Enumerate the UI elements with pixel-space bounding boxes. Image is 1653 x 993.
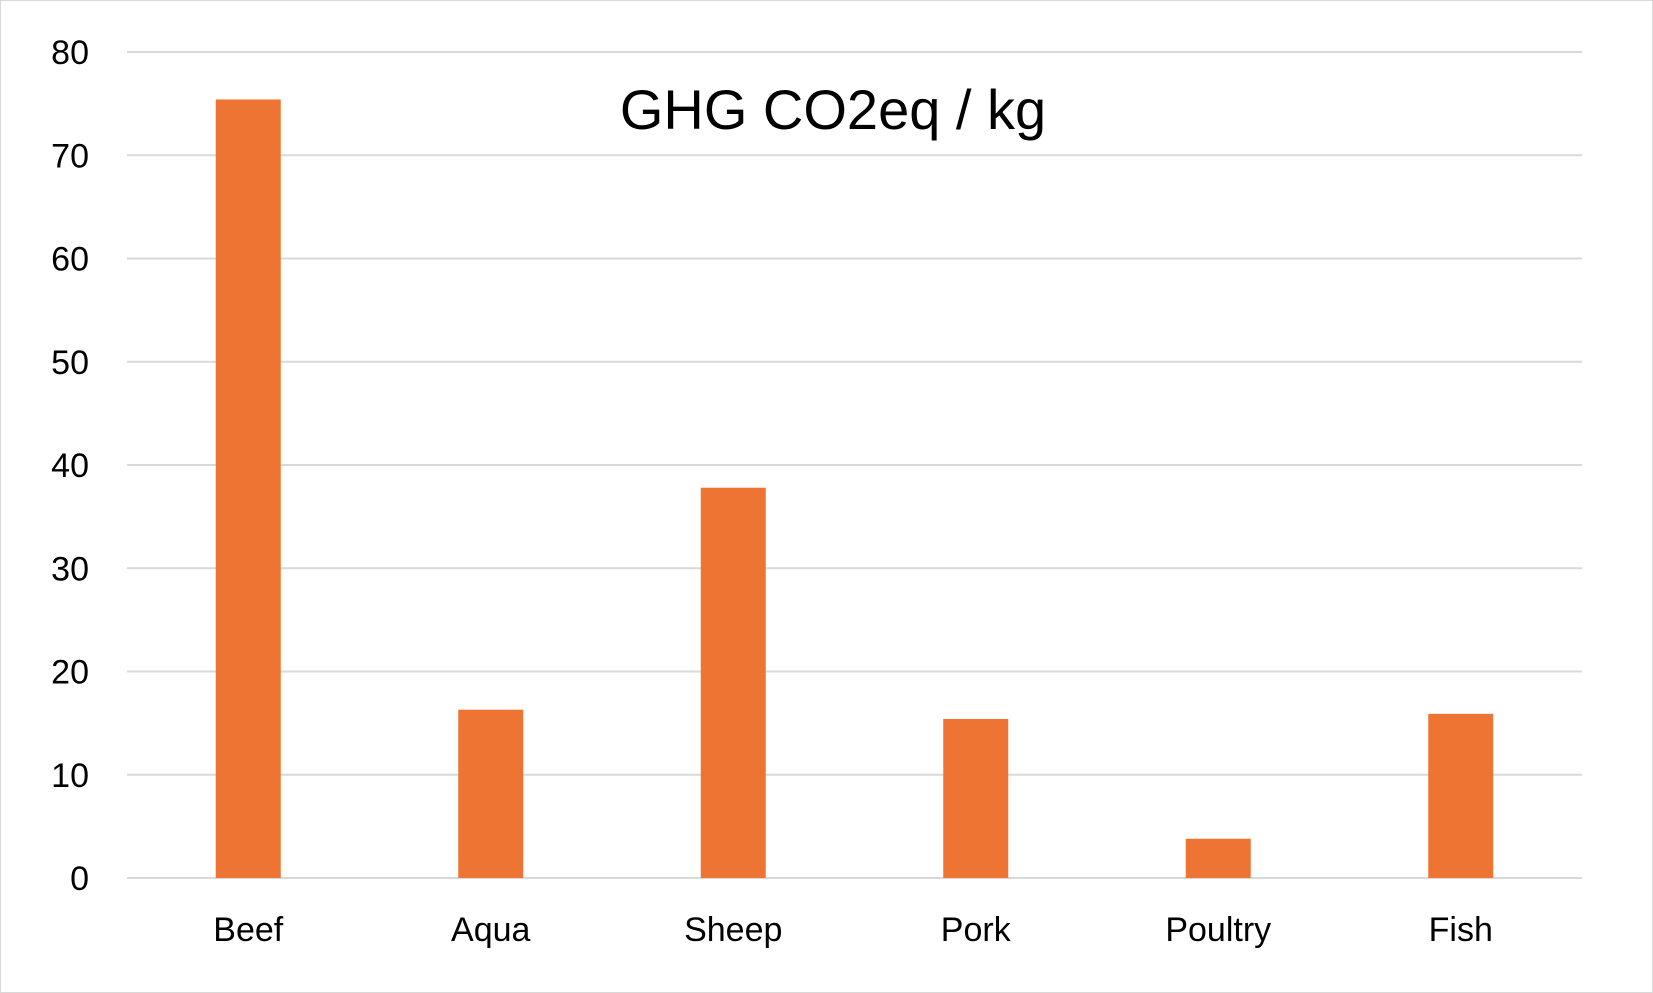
bars bbox=[215, 99, 1494, 879]
x-axis-ticks: Beef Aqua Sheep Pork Poultry Fish bbox=[213, 911, 1493, 949]
y-tick-label: 0 bbox=[70, 860, 89, 898]
x-tick-label-sheep: Sheep bbox=[684, 911, 782, 949]
bar-poultry bbox=[1185, 838, 1251, 878]
bar-aqua bbox=[458, 709, 524, 878]
y-tick-label: 10 bbox=[51, 757, 89, 795]
y-axis-ticks: 0 10 20 30 40 50 60 70 80 bbox=[51, 34, 89, 898]
gridlines bbox=[127, 51, 1582, 879]
y-tick-label: 40 bbox=[51, 447, 89, 485]
y-tick-label: 70 bbox=[51, 137, 89, 175]
bar-sheep bbox=[700, 487, 766, 878]
y-tick-label: 80 bbox=[51, 34, 89, 72]
x-tick-label-poultry: Poultry bbox=[1165, 911, 1271, 949]
chart-title: GHG CO2eq / kg bbox=[620, 78, 1046, 141]
y-tick-label: 60 bbox=[51, 241, 89, 279]
y-tick-label: 30 bbox=[51, 550, 89, 588]
x-tick-label-beef: Beef bbox=[213, 911, 283, 949]
y-tick-label: 20 bbox=[51, 654, 89, 692]
y-tick-label: 50 bbox=[51, 344, 89, 382]
bar-fish bbox=[1428, 713, 1494, 878]
x-tick-label-pork: Pork bbox=[941, 911, 1012, 949]
bar-pork bbox=[943, 718, 1009, 878]
x-tick-label-fish: Fish bbox=[1429, 911, 1493, 949]
x-tick-label-aqua: Aqua bbox=[451, 911, 530, 949]
bar-beef bbox=[215, 99, 281, 879]
